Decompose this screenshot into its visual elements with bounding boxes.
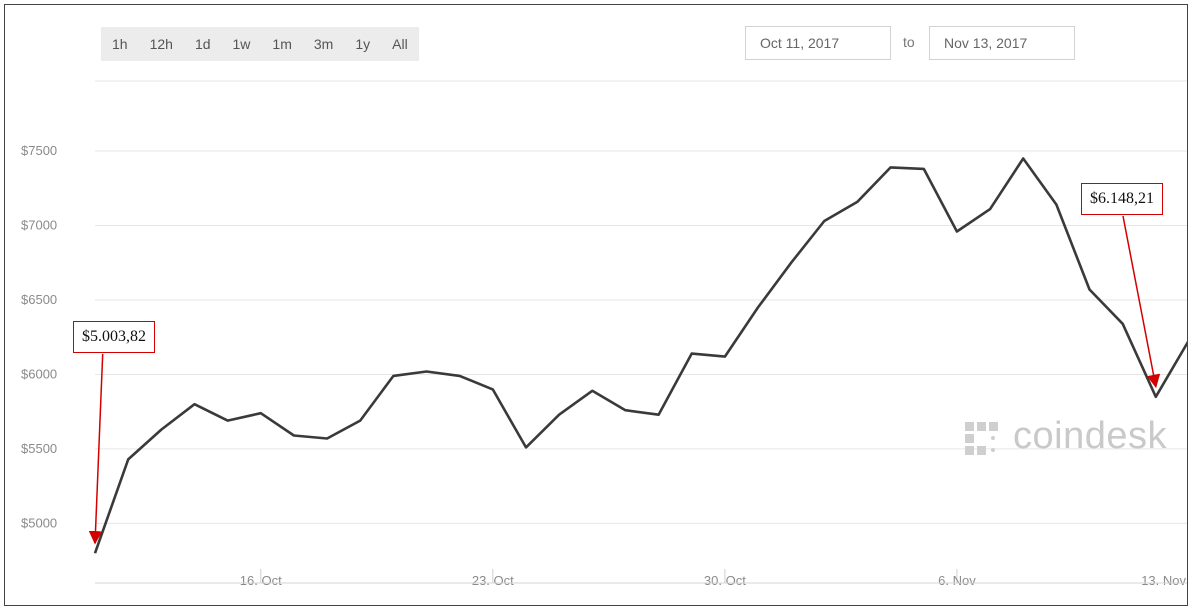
y-tick-label: $7000 — [21, 217, 57, 232]
range-selector: 1h 12h 1d 1w 1m 3m 1y All — [101, 27, 419, 61]
coindesk-logo-icon — [965, 421, 998, 455]
callout-arrow — [88, 353, 104, 545]
y-tick-label: $5000 — [21, 515, 57, 530]
callout-arrow — [1122, 215, 1161, 389]
y-tick-label: $6500 — [21, 292, 57, 307]
range-button-all[interactable]: All — [392, 36, 408, 52]
range-button-1w[interactable]: 1w — [232, 36, 251, 52]
end-price-callout: $6.148,21 — [1081, 183, 1163, 215]
y-tick-label: $7500 — [21, 143, 57, 158]
x-tick-label: 6. Nov — [938, 573, 976, 588]
x-tick-label: 16. Oct — [240, 573, 282, 588]
coindesk-logo: coindesk — [963, 415, 1167, 458]
x-axis-ticks: 16. Oct 23. Oct 30. Oct 6. Nov 13. Nov — [240, 569, 1186, 588]
x-tick-label: 23. Oct — [472, 573, 514, 588]
callout-arrows — [88, 215, 1161, 545]
y-tick-label: $6000 — [21, 366, 57, 381]
price-series-line — [93, 157, 1187, 554]
price-chart: $5000 $5500 $6000 $6500 $7000 $7500 16. Oct 23… — [21, 80, 1187, 588]
coindesk-logo-text: coindesk — [1013, 415, 1167, 457]
chart-frame: 1h 12h 1d 1w 1m 3m 1y All to $5000$5500$… — [4, 4, 1188, 606]
start-price-callout: $5.003,82 — [73, 321, 155, 353]
range-button-1y[interactable]: 1y — [355, 36, 371, 52]
y-tick-label: $5500 — [21, 441, 57, 456]
x-tick-label: 13. Nov — [1141, 573, 1186, 588]
range-button-12h[interactable]: 12h — [149, 36, 173, 52]
date-to-input[interactable] — [929, 26, 1075, 60]
y-axis-ticks: $5000 $5500 $6000 $6500 $7000 $7500 — [21, 143, 57, 530]
grid-lines — [95, 80, 1187, 524]
range-button-1d[interactable]: 1d — [194, 36, 211, 52]
date-range-separator: to — [903, 34, 915, 50]
range-button-1h[interactable]: 1h — [112, 36, 128, 52]
date-from-input[interactable] — [745, 26, 891, 60]
range-button-1m[interactable]: 1m — [272, 36, 292, 52]
range-button-3m[interactable]: 3m — [313, 36, 334, 52]
x-tick-label: 30. Oct — [704, 573, 746, 588]
